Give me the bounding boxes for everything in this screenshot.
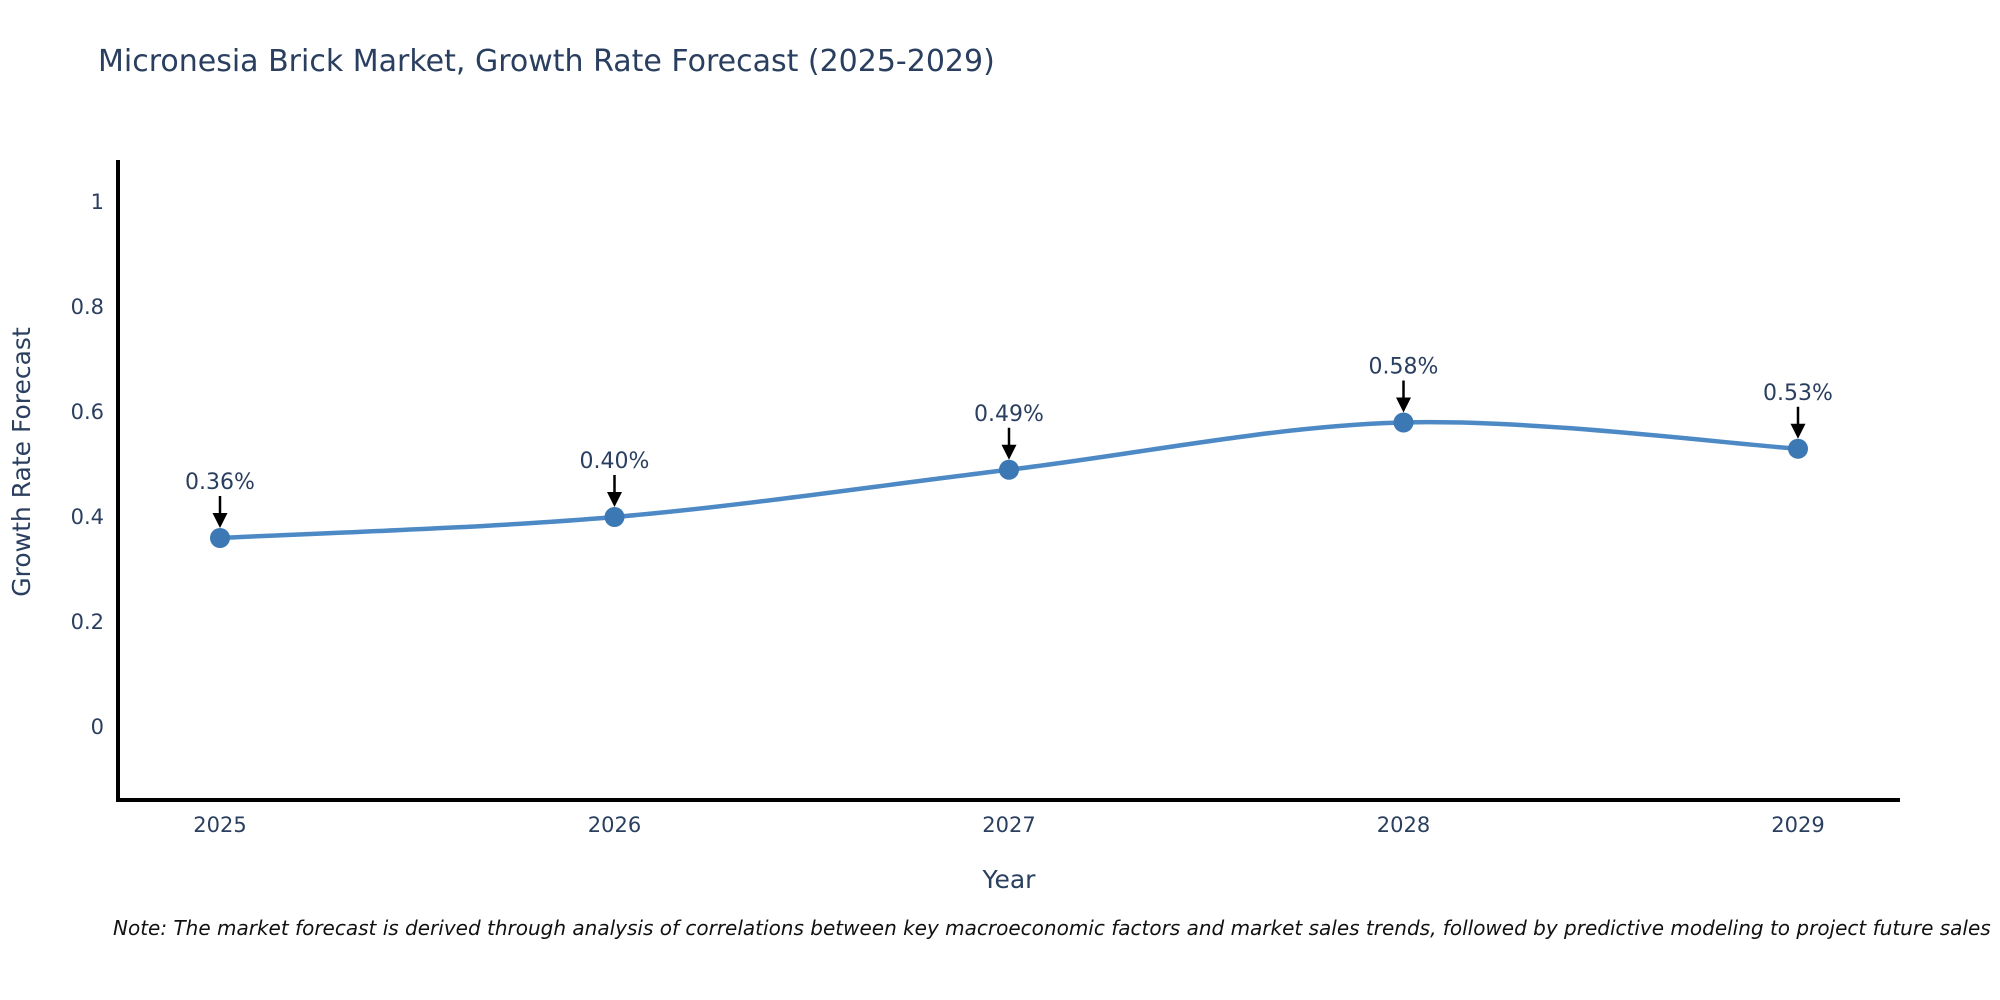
y-tick-label: 0 xyxy=(91,715,104,739)
x-tick-label: 2026 xyxy=(588,813,641,837)
footnote: Note: The market forecast is derived thr… xyxy=(113,916,1991,940)
annotation-label: 0.40% xyxy=(580,449,650,474)
y-tick-label: 0.4 xyxy=(71,505,104,529)
chart-title: Micronesia Brick Market, Growth Rate For… xyxy=(98,44,995,79)
data-point-marker xyxy=(1393,412,1414,433)
y-axis-title: Growth Rate Forecast xyxy=(7,327,36,597)
annotation-label: 0.53% xyxy=(1763,381,1833,406)
y-tick-label: 1 xyxy=(91,190,104,214)
y-tick-label: 0.6 xyxy=(71,400,104,424)
annotation-arrowhead xyxy=(1790,423,1806,439)
data-point-marker xyxy=(999,459,1019,480)
y-tick-label: 0.2 xyxy=(71,610,104,634)
annotation-arrowhead xyxy=(607,492,622,507)
annotation-arrowhead xyxy=(212,513,228,528)
annotation-label: 0.49% xyxy=(974,402,1044,427)
x-tick-label: 2029 xyxy=(1771,813,1824,837)
annotation-label: 0.36% xyxy=(185,470,255,495)
annotation-arrowhead xyxy=(1001,444,1017,460)
annotation-arrowhead xyxy=(1396,397,1411,413)
annotation-label: 0.58% xyxy=(1369,355,1439,380)
data-point-marker xyxy=(1788,438,1808,459)
data-point-marker xyxy=(210,528,230,548)
y-tick-label: 0.8 xyxy=(71,295,104,319)
data-point-marker xyxy=(604,507,625,527)
x-tick-label: 2025 xyxy=(193,813,246,837)
x-tick-label: 2028 xyxy=(1377,813,1430,837)
x-axis-title: Year xyxy=(982,865,1037,894)
x-tick-label: 2027 xyxy=(982,813,1035,837)
